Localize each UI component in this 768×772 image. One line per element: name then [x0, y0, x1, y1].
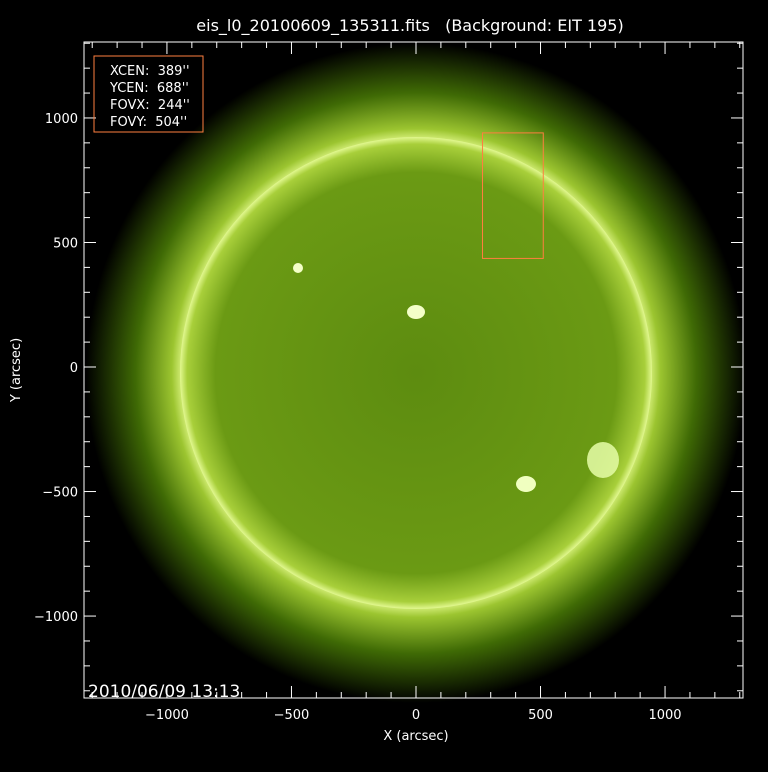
- y-tick-label: 1000: [45, 112, 78, 127]
- info-xcen: XCEN: 389'': [110, 64, 190, 79]
- solar-disk: [180, 137, 652, 609]
- active-region: [293, 263, 303, 273]
- x-tick-label: 0: [412, 708, 420, 723]
- info-ycen: YCEN: 688'': [109, 81, 189, 96]
- x-axis-label: X (arcsec): [383, 729, 448, 744]
- plot-title: eis_l0_20100609_135311.fits (Background:…: [196, 16, 623, 36]
- timestamp: 2010/06/09 13:13: [88, 682, 240, 702]
- active-region: [407, 305, 425, 319]
- y-tick-label: −1000: [34, 610, 78, 625]
- plot-frame: [83, 41, 744, 699]
- active-region: [587, 442, 619, 478]
- active-region: [516, 476, 536, 492]
- sun-image: [86, 43, 746, 703]
- eis-fov-box: [481, 132, 544, 259]
- x-tick-label: 500: [528, 708, 553, 723]
- x-tick-label: −500: [274, 708, 310, 723]
- info-fovx: FOVX: 244'': [110, 98, 190, 113]
- y-axis-label: Y (arcsec): [9, 338, 24, 403]
- info-box: XCEN: 389'' YCEN: 688'' FOVX: 244'' FOVY…: [93, 55, 204, 133]
- info-fovy: FOVY: 504'': [110, 115, 187, 130]
- y-tick-label: 500: [53, 236, 78, 251]
- y-tick-label: −500: [42, 486, 78, 501]
- y-tick-label: 0: [70, 361, 78, 376]
- x-tick-label: 1000: [648, 708, 681, 723]
- x-tick-label: −1000: [145, 708, 189, 723]
